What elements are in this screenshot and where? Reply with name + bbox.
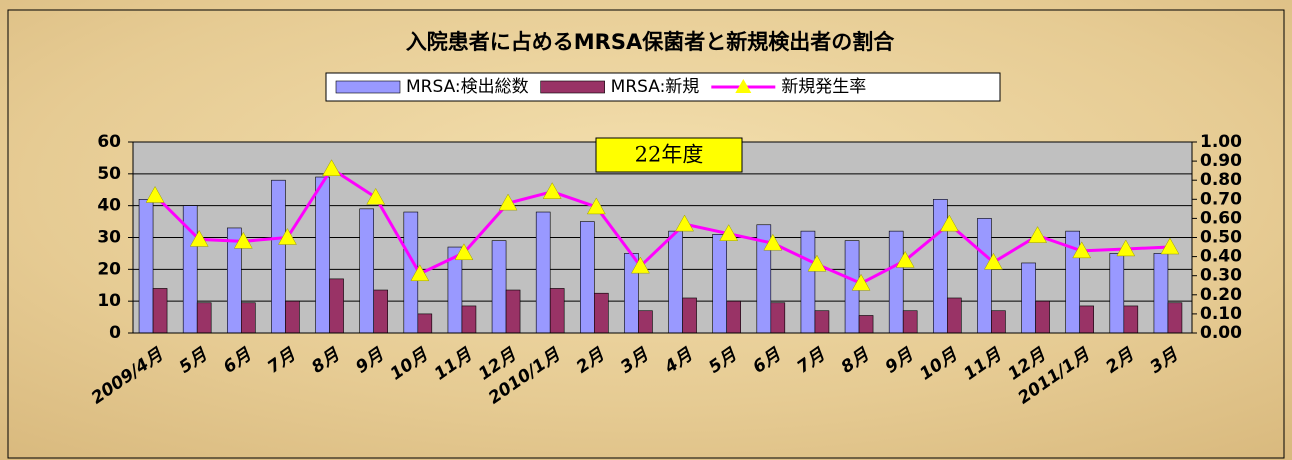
bar <box>271 179 286 334</box>
bar <box>549 288 565 334</box>
rate-marker <box>1028 226 1047 243</box>
rate-marker <box>895 250 915 268</box>
bar <box>858 315 874 334</box>
bar <box>1035 300 1050 334</box>
y-tick-label: 60 <box>97 132 121 152</box>
bar <box>668 230 683 334</box>
rate-marker <box>410 264 430 282</box>
rate-marker <box>719 224 739 241</box>
legend-swatch <box>540 80 605 94</box>
y2-tick-label: 0.10 <box>1200 304 1242 324</box>
y2-tick-label: 1.00 <box>1200 132 1242 152</box>
bar <box>359 208 374 334</box>
bar <box>329 278 344 334</box>
y-tick-label: 0 <box>109 323 121 343</box>
bar <box>1167 302 1183 334</box>
rate-marker <box>278 227 297 245</box>
bar <box>947 297 962 334</box>
rate-marker <box>233 231 253 249</box>
y-tick-label: 40 <box>97 196 121 216</box>
chart-frame <box>7 9 1285 459</box>
bar <box>977 218 992 334</box>
y2-tick-label: 0.30 <box>1200 266 1242 286</box>
annotation-box <box>595 137 743 173</box>
rate-marker <box>675 214 694 232</box>
bar <box>1021 262 1036 334</box>
bar <box>461 305 477 334</box>
bar <box>726 300 741 334</box>
rate-marker <box>322 159 341 176</box>
legend-marker <box>735 79 752 93</box>
bar <box>902 310 918 334</box>
bar <box>535 211 551 334</box>
rate-marker <box>1116 239 1136 257</box>
bar <box>770 302 786 334</box>
annotation: 22年度 <box>635 143 704 167</box>
rate-marker <box>454 243 474 261</box>
y2-tick-label: 0.00 <box>1200 323 1242 343</box>
rate-marker <box>498 193 518 211</box>
bar <box>373 289 388 334</box>
bar <box>888 230 904 334</box>
y-tick-label: 30 <box>97 228 121 248</box>
rate-marker <box>1160 237 1180 255</box>
bar <box>594 292 609 334</box>
y2-tick-label: 0.90 <box>1200 151 1242 171</box>
rate-marker <box>984 252 1003 270</box>
bar <box>991 310 1006 334</box>
bar <box>417 313 433 334</box>
rate-marker <box>1072 241 1092 259</box>
bar <box>505 289 521 334</box>
legend-label: MRSA:検出総数 <box>406 77 529 97</box>
bar <box>712 234 727 334</box>
y2-tick-label: 0.20 <box>1200 285 1242 305</box>
y2-tick-label: 0.60 <box>1200 208 1242 228</box>
bar <box>196 302 212 334</box>
rate-marker <box>807 254 827 272</box>
plot <box>133 141 1192 334</box>
y2-tick-label: 0.70 <box>1200 189 1242 209</box>
bar <box>933 199 948 334</box>
rate-marker <box>366 187 386 205</box>
rate-marker <box>851 273 871 291</box>
rate-marker <box>939 214 959 232</box>
bar <box>285 300 300 334</box>
bar <box>638 310 653 334</box>
bar <box>1123 305 1139 334</box>
bar <box>1109 253 1125 334</box>
rate-marker <box>542 182 562 199</box>
rate-marker <box>189 229 209 247</box>
legend-label: 新規発生率 <box>781 77 866 97</box>
rate-marker <box>631 256 650 274</box>
bar <box>315 176 330 334</box>
bar <box>1079 305 1094 334</box>
bar <box>800 230 816 334</box>
bar <box>814 310 830 334</box>
rate-line <box>154 166 1171 285</box>
legend-label: MRSA:新規 <box>611 77 700 97</box>
legend-swatch <box>335 80 401 94</box>
bar <box>152 288 168 334</box>
rate-marker <box>763 233 783 251</box>
legend-box <box>325 72 1001 102</box>
bar <box>241 302 256 334</box>
bar <box>580 221 595 334</box>
y2-tick-label: 0.80 <box>1200 170 1242 190</box>
rate-marker <box>586 197 606 215</box>
bar <box>138 199 154 334</box>
y-tick-label: 10 <box>97 291 121 311</box>
bar <box>1153 253 1169 334</box>
bar <box>682 297 697 334</box>
chart-title: 入院患者に占めるMRSA保菌者と新規検出者の割合 <box>406 30 895 54</box>
y2-tick-label: 0.40 <box>1200 247 1242 267</box>
bar <box>491 240 507 334</box>
y-tick-label: 50 <box>97 164 121 184</box>
rate-marker <box>145 185 165 203</box>
y2-tick-label: 0.50 <box>1200 228 1242 248</box>
y-tick-label: 20 <box>97 259 121 279</box>
